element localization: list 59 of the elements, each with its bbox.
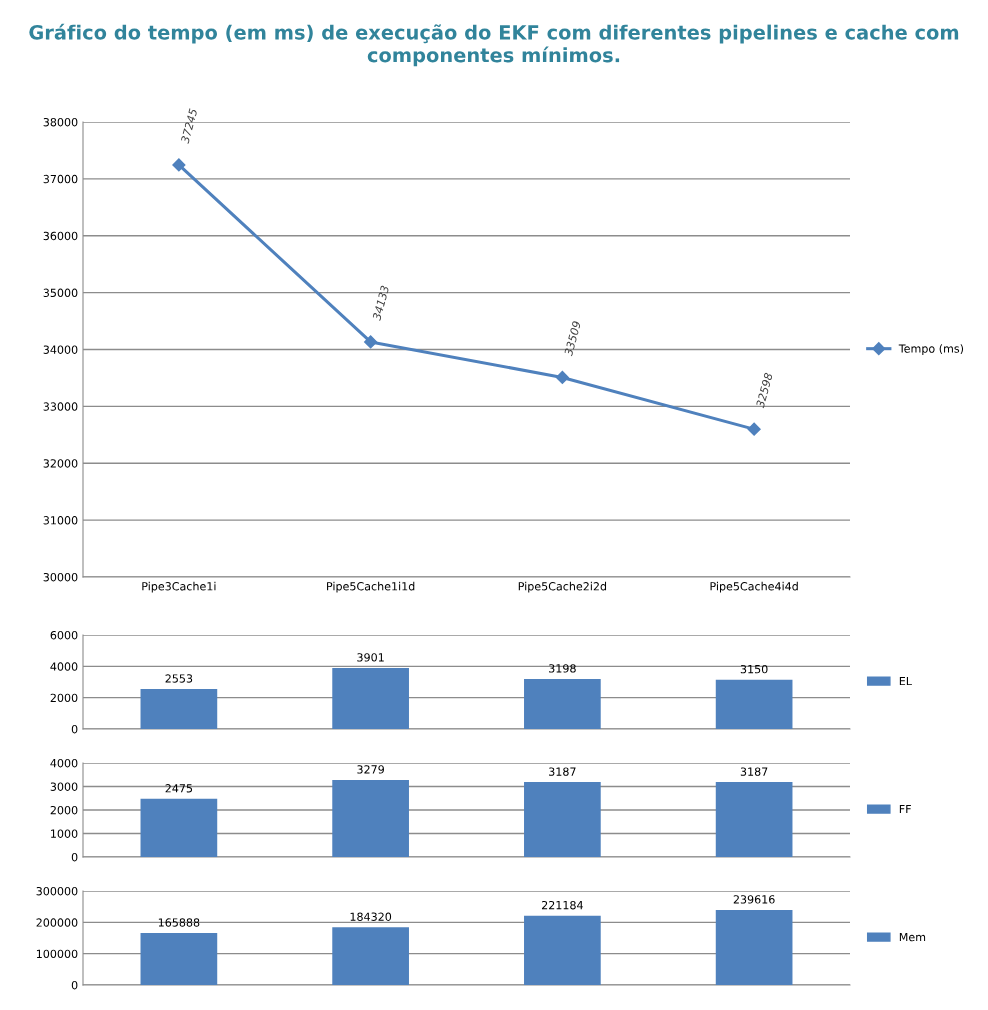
- y-tick-label: 2000: [50, 693, 78, 703]
- chart-title: Gráfico do tempo (em ms) de execução do EKF com diferentes pipelines e cache com componentes mínimos.: [29, 23, 959, 67]
- y-tick-label: 1000: [51, 829, 78, 838]
- data-label: 165888: [158, 918, 200, 927]
- y-tick-label: 200000: [36, 918, 78, 927]
- y-tick-label: 0: [71, 852, 78, 862]
- bar: [332, 667, 409, 729]
- y-tick-label: 100000: [36, 949, 78, 959]
- data-label: 221184: [541, 900, 583, 910]
- y-tick-label: 38000: [43, 117, 78, 127]
- point: [555, 370, 569, 385]
- y-tick-label: 33000: [43, 402, 78, 411]
- legend-label: FF: [899, 804, 911, 814]
- data-label: 2553: [165, 674, 193, 683]
- data-label: 3187: [549, 767, 576, 776]
- data-label: 3279: [357, 765, 384, 774]
- y-tick-label: 34000: [43, 345, 78, 354]
- legend-label: EL: [899, 676, 912, 686]
- x-tick-label: Pipe3Cache1i: [142, 581, 216, 593]
- y-tick-label: 0: [71, 724, 78, 734]
- data-label: 3187: [740, 767, 768, 776]
- y-tick-label: 30000: [43, 572, 78, 582]
- x-tick-label: Pipe5Cache4i4d: [710, 581, 798, 593]
- x-tick-label: Pipe5Cache2i2d: [518, 581, 607, 593]
- y-tick-label: 4000: [50, 662, 78, 671]
- data-label: 3150: [740, 664, 768, 674]
- bar: [524, 678, 601, 729]
- y-tick-label: 31000: [43, 516, 78, 525]
- point: [172, 158, 186, 172]
- bar: [140, 798, 218, 857]
- point: [364, 335, 378, 349]
- y-tick-label: 32000: [43, 459, 78, 468]
- y-tick-label: 2000: [50, 805, 78, 815]
- y-tick-label: 4000: [50, 758, 78, 768]
- data-label: 239616: [733, 895, 775, 904]
- y-tick-label: 35000: [43, 288, 78, 297]
- bar: [524, 782, 601, 857]
- bar: [715, 679, 793, 729]
- y-tick-label: 300000: [36, 886, 78, 896]
- y-tick-label: 37000: [43, 174, 78, 184]
- legend-label: Tempo (ms): [898, 344, 964, 355]
- bar: [332, 779, 409, 857]
- data-label: 37245: [180, 108, 198, 144]
- data-label: 33509: [563, 320, 581, 357]
- data-label: 34133: [372, 285, 390, 321]
- data-label: 184320: [350, 912, 392, 921]
- point: [747, 422, 761, 436]
- data-label: 3198: [549, 664, 576, 673]
- y-tick-label: 3000: [50, 782, 78, 791]
- x-tick-label: Pipe5Cache1i1d: [327, 581, 415, 593]
- y-tick-label: 0: [71, 980, 78, 990]
- data-label: 2475: [165, 784, 193, 793]
- bar: [715, 782, 793, 857]
- bar: [140, 689, 218, 729]
- legend-label: Mem: [899, 932, 926, 942]
- y-tick-label: 36000: [43, 231, 78, 241]
- data-label: 3901: [357, 653, 384, 662]
- y-tick-label: 6000: [50, 630, 78, 640]
- data-label: 32598: [755, 372, 773, 409]
